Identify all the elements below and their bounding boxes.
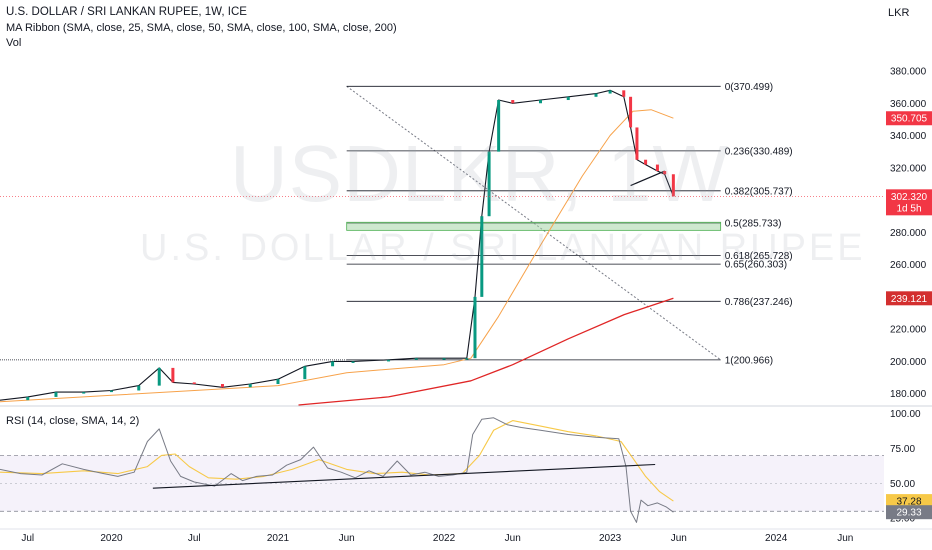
price-axis-tick-label: 180.000 — [890, 389, 927, 400]
watermark-symbol: USDLKR, 1W — [230, 129, 729, 218]
price-candle — [635, 127, 639, 160]
fib-level-label: 0.786(237.246) — [725, 297, 793, 308]
rsi-trendline[interactable] — [152, 463, 656, 489]
time-axis-tick-label: Jun — [671, 533, 687, 544]
current-price-label: 302.320 — [891, 192, 928, 203]
price-candle — [109, 390, 113, 393]
volume-legend[interactable]: Vol — [6, 37, 22, 49]
price-candle — [171, 367, 175, 383]
rsi-legend[interactable]: RSI (14, close, SMA, 14, 2) — [6, 415, 140, 427]
price-candle — [671, 174, 675, 197]
price-candle — [248, 384, 252, 388]
price-axis-tick-label: 280.000 — [890, 228, 927, 239]
price-candle — [497, 100, 501, 152]
price-candle — [303, 366, 307, 380]
price-candle — [331, 361, 335, 367]
price-candle — [608, 90, 612, 94]
rsi-axis-tick-label: 50.00 — [890, 479, 915, 490]
chart-title[interactable]: U.S. DOLLAR / SRI LANKAN RUPEE, 1W, ICE — [6, 6, 247, 18]
price-axis-tick-label: 260.000 — [890, 260, 927, 271]
price-candle — [663, 171, 667, 175]
close-line — [0, 89, 674, 401]
watermark-name: U.S. DOLLAR / SRI LANKAN RUPEE — [140, 227, 866, 269]
price-candle — [82, 392, 86, 394]
fib-level-label: 0(370.499) — [725, 82, 773, 93]
price-candle — [387, 359, 391, 362]
ma-red-price-label: 239.121 — [891, 294, 928, 305]
price-axis-tick-label: 340.000 — [890, 131, 927, 142]
time-axis-tick-label: 2022 — [433, 533, 456, 544]
time-axis-tick-label: 2020 — [100, 533, 123, 544]
time-axis-tick-label: Jul — [21, 533, 34, 544]
price-candle — [566, 96, 570, 101]
price-candle — [414, 358, 418, 360]
rsi-value-label-bg — [886, 505, 932, 520]
price-candle — [487, 151, 491, 217]
time-axis-tick-label: Jun — [339, 533, 355, 544]
time-axis-tick-label: 2021 — [267, 533, 290, 544]
fib-level-label: 1(200.966) — [725, 355, 773, 366]
price-candle — [511, 100, 515, 104]
time-axis-tick-label: 2023 — [599, 533, 622, 544]
rsi-ma-value-label-bg — [886, 494, 932, 509]
price-axis-tick-label: 360.000 — [890, 99, 927, 110]
fibonacci-retracement[interactable]: 0(370.499) 0.236(330.489) 0.382(305.737) 0.… — [0, 82, 793, 367]
price-candle — [54, 392, 58, 397]
ma-ribbon-legend[interactable]: MA Ribbon (SMA, close, 25, SMA, close, 5… — [6, 22, 397, 34]
time-axis-tick-label: Jun — [505, 533, 521, 544]
price-candle — [480, 216, 484, 297]
price-candle — [157, 367, 161, 386]
rsi-axis-tick-label: 100.00 — [890, 409, 921, 420]
price-axis-tick-label: 380.000 — [890, 66, 927, 77]
fib-zone-highlight[interactable] — [346, 221, 722, 231]
price-candle — [622, 90, 626, 97]
time-axis-tick-label: Jul — [188, 533, 201, 544]
price-candle — [276, 379, 280, 385]
price-candle — [351, 361, 355, 363]
time-axis-tick-label: 2024 — [765, 533, 788, 544]
price-candle — [465, 358, 469, 360]
rsi-axis-tick-label: 75.00 — [890, 444, 915, 455]
fib-level-label: 0.236(330.489) — [725, 146, 793, 157]
price-candle — [655, 164, 659, 172]
rsi-ma-value-label: 37.28 — [896, 497, 921, 508]
axes: 180.000200.000220.000240.000260.000280.0… — [21, 66, 926, 544]
ma-orange-price-label-bg — [886, 111, 932, 126]
price-candle — [594, 93, 598, 97]
ma-orange-price-label: 350.705 — [891, 114, 928, 125]
price-axis-tick-label: 220.000 — [890, 325, 927, 336]
fib-level-label: 0.618(265.728) — [725, 251, 793, 262]
price-candle — [442, 358, 446, 360]
current-price-label-countdown: 1d 5h — [896, 203, 921, 214]
current-price-label-bg — [886, 189, 932, 216]
price-candle — [629, 96, 633, 128]
time-axis-tick-label: Jun — [837, 533, 853, 544]
fib-level-label: 0.382(305.737) — [725, 186, 793, 197]
price-axis-tick-label: 200.000 — [890, 357, 927, 368]
fib-level-label: 0.5(285.733) — [725, 219, 782, 230]
price-candle — [192, 382, 196, 385]
currency-label: LKR — [888, 7, 910, 19]
grid — [0, 405, 932, 530]
price-candle — [644, 159, 648, 165]
rsi-axis-tick-label: 25.00 — [890, 514, 915, 525]
wedge-line[interactable] — [630, 170, 665, 187]
price-axis-tick-label: 320.000 — [890, 163, 927, 174]
price-candle — [473, 296, 477, 359]
fib-trendline[interactable] — [346, 85, 721, 361]
price-candle — [26, 396, 30, 401]
price-candle — [539, 100, 543, 104]
ma-red-price-label-bg — [886, 291, 932, 306]
rsi-line — [0, 417, 674, 523]
price-candle — [137, 385, 141, 391]
fib-level-label: 0.65(260.303) — [725, 260, 787, 271]
rsi-value-label: 29.33 — [896, 508, 921, 519]
price-candle — [220, 384, 224, 388]
price-series — [0, 89, 675, 406]
sma-long-line — [298, 297, 674, 406]
